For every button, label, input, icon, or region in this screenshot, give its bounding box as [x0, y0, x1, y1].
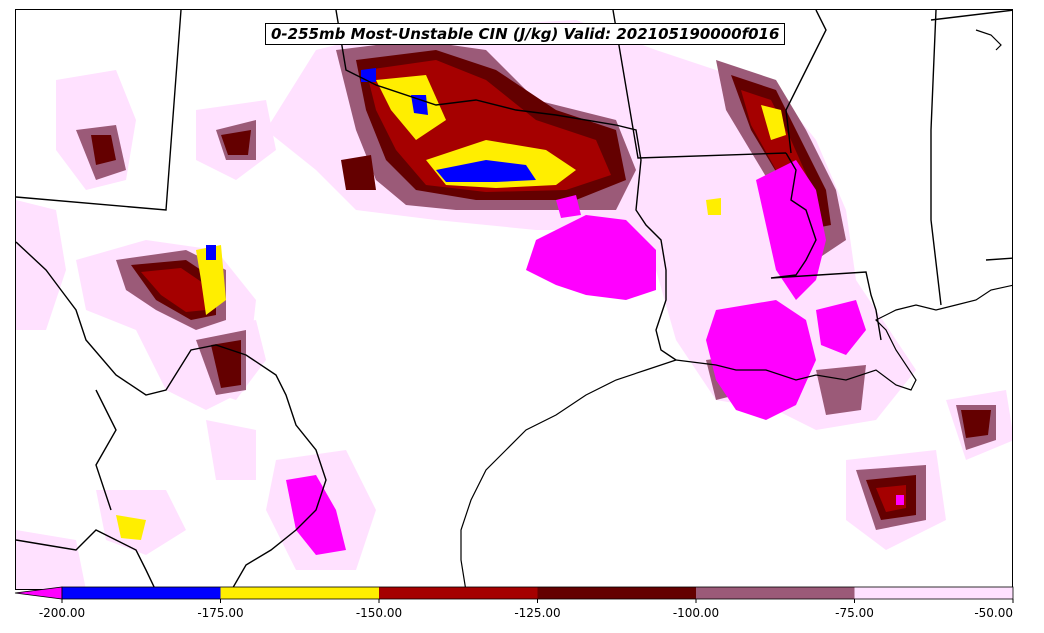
colorbar-segment: [537, 587, 696, 599]
colorbar-segment: [854, 587, 1013, 599]
coastline: [460, 29, 1012, 589]
cin-map: [16, 10, 1012, 589]
map-title: 0-255mb Most-Unstable CIN (J/kg) Valid: …: [265, 23, 786, 45]
colorbar-tick-label: -100.00: [673, 606, 719, 620]
colorbar-segment: [696, 587, 855, 599]
cin-shading-magenta: [286, 160, 904, 555]
colorbar: -200.00 -175.00 -150.00 -125.00 -100.00 -75.0…: [14, 586, 1014, 620]
colorbar-segment: [379, 587, 538, 599]
state-borders: [16, 10, 1012, 589]
colorbar-tick-label: -150.00: [356, 606, 402, 620]
cin-shading-blue: [206, 68, 536, 260]
colorbar-tick-label: -175.00: [197, 606, 243, 620]
colorbar-tick-label: -125.00: [514, 606, 560, 620]
colorbar-tick-label: -200.00: [39, 606, 85, 620]
colorbar-tick-label: -75.00: [835, 606, 874, 620]
colorbar-extend-arrow: [14, 586, 63, 600]
colorbar-segment: [62, 587, 221, 599]
colorbar-tick-label: -50.00: [974, 606, 1013, 620]
colorbar-segment: [220, 587, 379, 599]
map-panel: 0-255mb Most-Unstable CIN (J/kg) Valid: …: [15, 9, 1013, 590]
colorbar-ticks: -200.00 -175.00 -150.00 -125.00 -100.00 -75.0…: [39, 599, 1014, 620]
colorbar-segments: [14, 586, 1014, 600]
